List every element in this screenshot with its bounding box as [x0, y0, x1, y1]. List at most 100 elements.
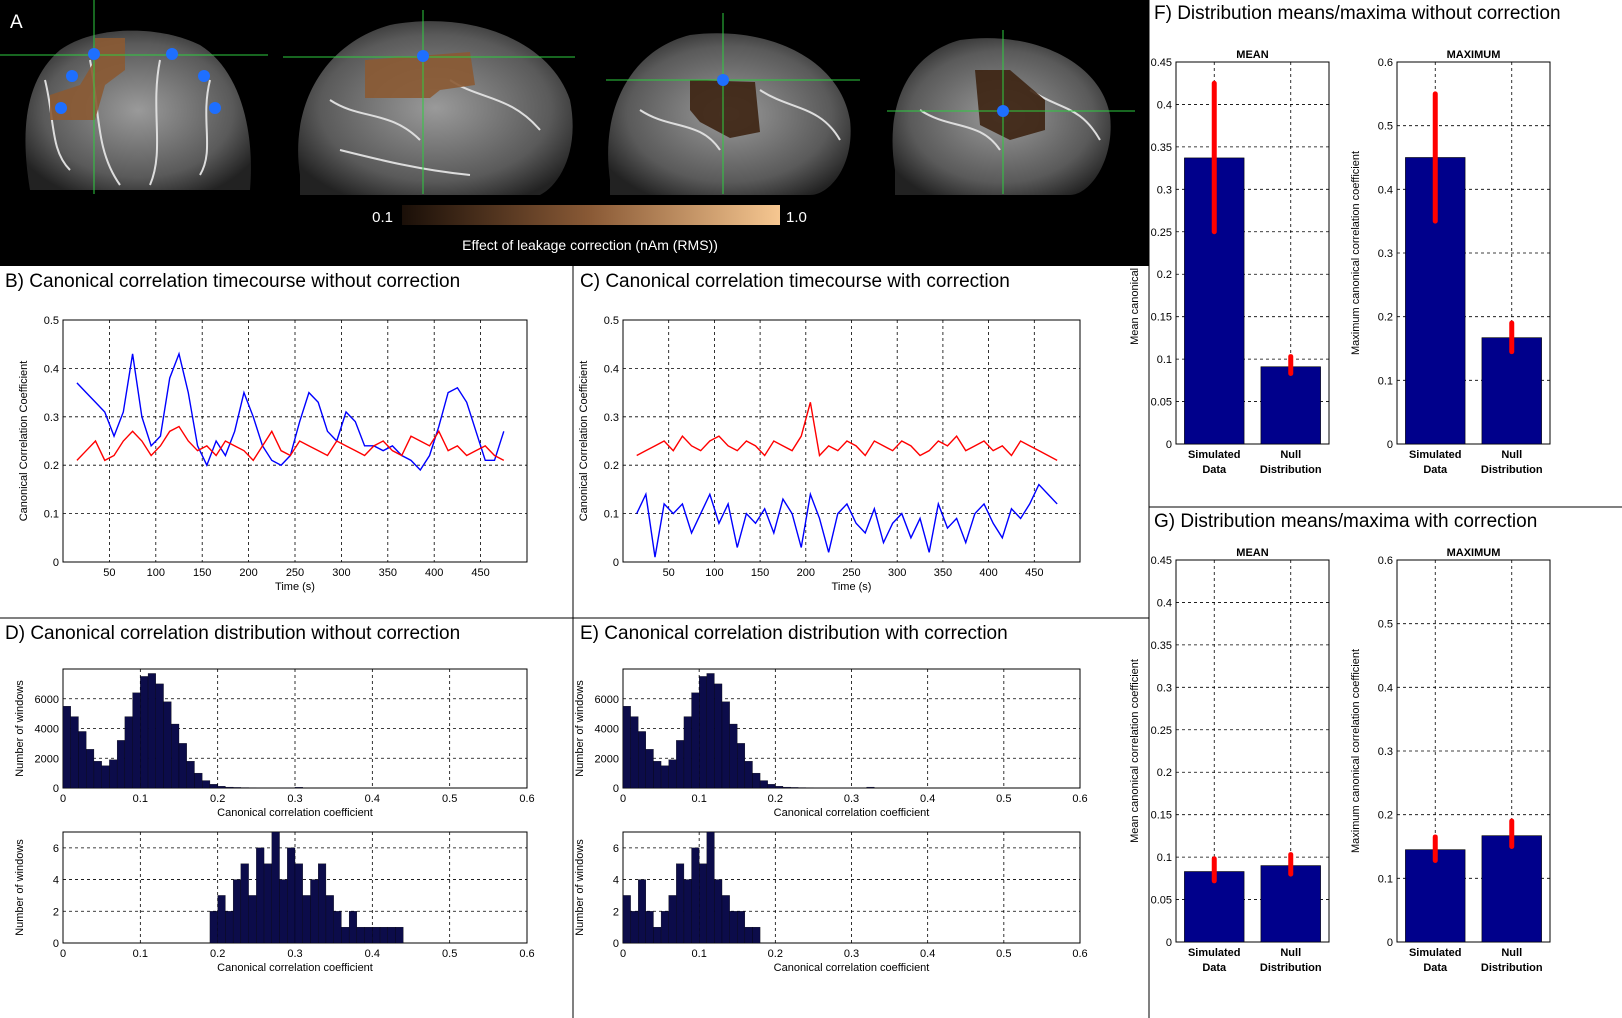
y-tick-label: 4000 [595, 724, 619, 736]
y-tick-label: 0.05 [1151, 895, 1172, 907]
x-tick-label: 250 [286, 567, 304, 579]
histogram-bar [225, 786, 234, 789]
y-tick-label: 6 [613, 843, 619, 855]
x-tick-label: 0.3 [287, 793, 302, 805]
histogram-bar [630, 911, 639, 944]
y-tick-label: 0.1 [604, 509, 619, 521]
histogram-bar [209, 784, 218, 789]
histogram-bar [279, 879, 288, 944]
histogram-bar [395, 926, 404, 944]
histogram-bar [660, 911, 669, 944]
histogram-bar [782, 786, 791, 789]
histogram-bar [691, 692, 700, 789]
histogram-bar [109, 759, 118, 789]
y-tick-label: 0 [1387, 439, 1393, 451]
y-tick-label: 4 [613, 875, 619, 887]
category-label: Null [1501, 947, 1522, 959]
histogram-bar [759, 780, 768, 789]
histogram-bar [645, 749, 654, 789]
category-label: Simulated [1188, 947, 1241, 959]
x-tick-label: 0.6 [1072, 793, 1087, 805]
category-label: Data [1202, 464, 1227, 476]
x-tick-label: 0.6 [1072, 948, 1087, 960]
category-label: Distribution [1481, 962, 1543, 974]
axes-C: 50 100 150 200 250 300 350 400 450 0 0.1 0.2 0.3 0.4 0… [578, 315, 1081, 593]
axes-subtitle: MEAN [1236, 49, 1268, 61]
axes-subtitle: MEAN [1236, 547, 1268, 559]
histogram-bar [866, 786, 875, 789]
x-tick-label: 0.1 [133, 948, 148, 960]
panel-d-title: D) Canonical correlation distribution wi… [5, 623, 460, 644]
y-axis-label: Maximum canonical correlation coefficien… [1350, 649, 1362, 853]
histogram-bar [737, 911, 746, 944]
histogram-bar [194, 772, 203, 789]
histogram-bar [721, 701, 730, 789]
x-tick-label: 450 [1025, 567, 1043, 579]
histogram-bar [294, 863, 303, 944]
x-tick-label: 0.5 [442, 793, 457, 805]
y-tick-label: 2 [53, 906, 59, 918]
histogram-bar [729, 723, 738, 789]
y-tick-label: 0.2 [1378, 312, 1393, 324]
y-tick-label: 0.2 [1378, 810, 1393, 822]
y-tick-label: 4 [53, 875, 59, 887]
y-tick-label: 0 [53, 557, 59, 569]
histogram-bar [630, 716, 639, 789]
y-tick-label: 0.4 [1157, 597, 1172, 609]
x-axis-label: Canonical correlation coefficient [774, 807, 930, 819]
y-tick-label: 0.3 [1378, 248, 1393, 260]
x-tick-label: 0.1 [692, 793, 707, 805]
y-tick-label: 2000 [35, 753, 59, 765]
histogram-bar [364, 926, 373, 944]
y-tick-label: 0.45 [1151, 555, 1172, 567]
x-tick-label: 0 [620, 793, 626, 805]
histogram-bar [691, 847, 700, 944]
category-label: Simulated [1409, 947, 1462, 959]
y-tick-label: 0.3 [1157, 682, 1172, 694]
histogram-bar [706, 673, 715, 789]
category-label: Distribution [1260, 464, 1322, 476]
y-tick-label: 0.5 [44, 315, 59, 327]
histogram-bar [638, 731, 647, 789]
x-axis-label: Canonical correlation coefficient [217, 962, 373, 974]
histogram-bar [729, 911, 738, 944]
x-tick-label: 0.1 [692, 948, 707, 960]
x-tick-label: 0.5 [996, 793, 1011, 805]
histogram-bar [86, 749, 95, 789]
category-label: Simulated [1409, 449, 1462, 461]
histogram-bar [225, 911, 234, 944]
y-tick-label: 0.05 [1151, 397, 1172, 409]
x-axis-label: Canonical correlation coefficient [217, 807, 373, 819]
histogram-bar [132, 692, 141, 789]
histogram-bar [271, 831, 280, 944]
x-tick-label: 0.6 [519, 793, 534, 805]
y-tick-label: 0.5 [1378, 619, 1393, 631]
panel-a-label: A [10, 12, 23, 33]
histogram-bar [163, 701, 172, 789]
y-tick-label: 0 [1166, 439, 1172, 451]
category-label: Data [1423, 962, 1448, 974]
x-tick-label: 0.4 [365, 948, 380, 960]
panel-e-title: E) Canonical correlation distribution wi… [580, 623, 1008, 644]
y-tick-label: 0.25 [1151, 725, 1172, 737]
histogram-bar [356, 926, 365, 944]
histogram-bar [70, 716, 79, 789]
histogram-bar [155, 683, 164, 789]
y-tick-label: 0.4 [1378, 682, 1393, 694]
y-tick-label: 0.35 [1151, 640, 1172, 652]
histogram-bar [325, 895, 334, 944]
histogram-bar [78, 731, 87, 789]
y-tick-label: 0.25 [1151, 227, 1172, 239]
y-tick-label: 0.4 [1378, 184, 1393, 196]
x-tick-label: 0.4 [920, 948, 935, 960]
histogram-bar [752, 772, 761, 789]
histogram-bar [676, 863, 685, 944]
panel-c-title: C) Canonical correlation timecourse with… [580, 271, 1010, 292]
histogram-bar [232, 787, 242, 789]
brain-slice-coronal [0, 0, 268, 194]
x-axis-label: Canonical correlation coefficient [774, 962, 930, 974]
y-tick-label: 0.2 [44, 460, 59, 472]
histogram-bar [62, 706, 71, 789]
series-line-red [636, 402, 1058, 461]
